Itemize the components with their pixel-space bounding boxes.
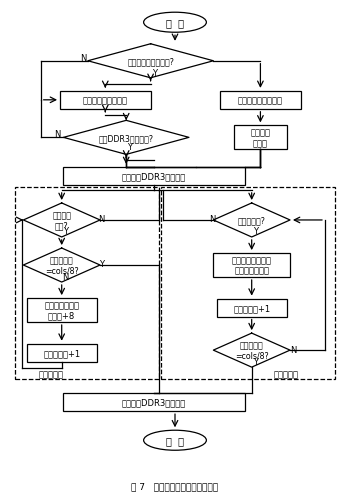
Text: N: N [80, 54, 87, 63]
Bar [27, 299, 97, 323]
Text: Y: Y [127, 143, 132, 152]
Text: 接收读数据: 接收读数据 [274, 370, 299, 379]
Text: N: N [62, 272, 68, 281]
Text: Y: Y [253, 227, 258, 236]
Text: 读数据个数+1: 读数据个数+1 [233, 304, 270, 313]
Text: N: N [54, 130, 61, 139]
Text: 生成视频输出读请求: 生成视频输出读请求 [83, 96, 128, 105]
Bar [161, 188, 335, 379]
Text: Y: Y [63, 227, 68, 236]
Bar [217, 299, 287, 317]
Bar [60, 92, 150, 110]
Text: 结  束: 结 束 [166, 435, 184, 445]
Bar [27, 344, 97, 362]
Text: 生成图形输出读请求: 生成图形输出读请求 [238, 96, 283, 105]
Text: 叠加输出写请求有效?: 叠加输出写请求有效? [127, 57, 174, 66]
Bar [234, 126, 287, 150]
Text: 视频存储DDR3总线释放: 视频存储DDR3总线释放 [122, 398, 186, 407]
Text: 发布一个读命令
读地址+8: 发布一个读命令 读地址+8 [44, 301, 79, 320]
Text: Y: Y [152, 69, 156, 78]
Text: N: N [209, 214, 216, 223]
Text: 读数据个数
=cols/8?: 读数据个数 =cols/8? [235, 341, 268, 360]
Bar [15, 188, 159, 379]
Bar [63, 167, 245, 185]
Text: N: N [99, 214, 105, 223]
Text: 命令接收
就绪?: 命令接收 就绪? [52, 211, 71, 230]
Bar [63, 393, 245, 411]
Bar [214, 254, 290, 278]
Text: 将读出的数据存储
到视频缓存区中: 将读出的数据存储 到视频缓存区中 [232, 256, 272, 275]
Text: Y: Y [99, 260, 104, 269]
Text: 读数据有效?: 读数据有效? [238, 216, 266, 225]
Text: 图 7   视频输出读中断处理流程图: 图 7 视频输出读中断处理流程图 [132, 481, 218, 490]
Text: 开  始: 开 始 [166, 18, 184, 28]
Text: 发布读命令: 发布读命令 [39, 370, 64, 379]
Text: 读命令个数
=cols/8?: 读命令个数 =cols/8? [45, 256, 78, 275]
Text: 视频DDR3总线空闲?: 视频DDR3总线空闲? [99, 134, 154, 143]
Text: 视频存储DDR3总线占用: 视频存储DDR3总线占用 [122, 172, 186, 181]
Text: 读命令个数+1: 读命令个数+1 [43, 348, 80, 357]
Text: Y: Y [253, 357, 258, 366]
Text: N: N [290, 345, 296, 354]
Bar [220, 92, 301, 110]
Text: 写入视频
缓存区: 写入视频 缓存区 [250, 128, 271, 148]
